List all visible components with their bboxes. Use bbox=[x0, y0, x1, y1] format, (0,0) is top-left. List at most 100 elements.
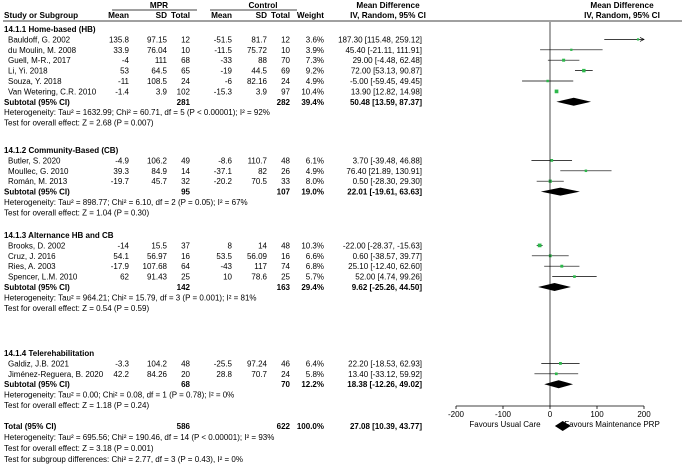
study-sd2: 88 bbox=[258, 56, 267, 65]
study-ci: 187.30 [115.48, 259.12] bbox=[338, 35, 422, 44]
x-tick-label: 100 bbox=[590, 410, 604, 419]
total-weight: 100.0% bbox=[297, 422, 324, 431]
header-method: IV, Random, 95% CI bbox=[350, 11, 426, 20]
study-mean2: 53.5 bbox=[216, 252, 232, 261]
study-square bbox=[636, 38, 640, 41]
study-total1: 68 bbox=[181, 56, 190, 65]
subgroup-title: 14.1.1 Home-based (HB) bbox=[4, 25, 96, 34]
study-mean2: -15.3 bbox=[214, 87, 233, 96]
subtotal-diamond bbox=[544, 380, 574, 389]
study-name: Moullec, G. 2010 bbox=[8, 167, 69, 176]
favours-left-label: Favours Usual Care bbox=[469, 420, 541, 429]
study-weight: 6.4% bbox=[306, 359, 324, 368]
study-sd1: 97.15 bbox=[147, 35, 168, 44]
study-total1: 65 bbox=[181, 67, 190, 76]
subtotal-total1: 95 bbox=[181, 188, 190, 197]
study-mean1: -17.9 bbox=[111, 262, 130, 271]
study-ci: 3.70 [-39.48, 46.88] bbox=[353, 156, 422, 165]
study-sd2: 117 bbox=[254, 262, 267, 271]
subtotal-total2: 163 bbox=[277, 283, 291, 292]
heterogeneity-text: Heterogeneity: Tau² = 898.77; Chi² = 6.1… bbox=[4, 198, 248, 207]
study-mean2: -11.5 bbox=[214, 46, 232, 55]
subtotal-diamond bbox=[556, 97, 592, 106]
heterogeneity-text: Heterogeneity: Tau² = 964.21; Chi² = 15.… bbox=[4, 293, 257, 302]
study-mean1: 53 bbox=[120, 67, 129, 76]
header-md-title: Mean Difference bbox=[356, 1, 420, 10]
study-mean1: 135.8 bbox=[109, 35, 130, 44]
heterogeneity-text: Heterogeneity: Tau² = 0.00; Chi² = 0.08,… bbox=[4, 391, 234, 400]
study-mean2: 10 bbox=[223, 273, 232, 282]
subtotal-label: Subtotal (95% CI) bbox=[4, 98, 70, 107]
x-tick-label: 0 bbox=[548, 410, 553, 419]
study-sd1: 84.26 bbox=[147, 370, 168, 379]
study-sd2: 14 bbox=[258, 241, 267, 250]
subtotal-total2: 107 bbox=[277, 188, 291, 197]
subtotal-weight: 39.4% bbox=[301, 98, 324, 107]
study-mean2: 28.8 bbox=[216, 370, 232, 379]
study-weight: 8.0% bbox=[306, 177, 324, 186]
study-mean1: -3.3 bbox=[115, 359, 129, 368]
study-ci: 25.10 [-12.40, 62.60] bbox=[348, 262, 422, 271]
study-mean2: -8.6 bbox=[218, 156, 232, 165]
study-mean2: -37.1 bbox=[214, 167, 233, 176]
study-mean1: -11 bbox=[118, 77, 130, 86]
total-heterogeneity: Heterogeneity: Tau² = 695.56; Chi² = 190… bbox=[4, 433, 274, 442]
study-sd2: 82 bbox=[258, 167, 267, 176]
study-total2: 24 bbox=[281, 370, 290, 379]
study-ci: -5.00 [-59.45, 49.45] bbox=[350, 77, 422, 86]
study-mean2: -43 bbox=[220, 262, 232, 271]
study-weight: 9.2% bbox=[306, 67, 324, 76]
study-total1: 48 bbox=[181, 359, 190, 368]
study-weight: 3.6% bbox=[306, 35, 324, 44]
study-sd1: 104.2 bbox=[147, 359, 168, 368]
study-name: Cruz, J. 2016 bbox=[8, 252, 56, 261]
header-plot-method: IV, Random, 95% CI bbox=[584, 11, 660, 20]
study-name: Bauldoff, G. 2002 bbox=[8, 35, 71, 44]
subtotal-total1: 142 bbox=[177, 283, 191, 292]
overall-effect-text: Test for overall effect: Z = 0.54 (P = 0… bbox=[4, 304, 149, 313]
study-mean1: -4 bbox=[122, 56, 130, 65]
study-weight: 10.4% bbox=[301, 87, 324, 96]
total-total2: 622 bbox=[277, 422, 291, 431]
study-ci: 76.40 [21.89, 130.91] bbox=[346, 167, 422, 176]
study-total2: 46 bbox=[281, 359, 290, 368]
study-weight: 6.8% bbox=[306, 262, 324, 271]
study-square bbox=[582, 68, 586, 73]
total-overall-effect: Test for overall effect: Z = 3.18 (P = 0… bbox=[4, 444, 154, 453]
overall-effect-text: Test for overall effect: Z = 1.04 (P = 0… bbox=[4, 208, 149, 217]
study-sd2: 97.24 bbox=[247, 359, 268, 368]
study-sd1: 64.5 bbox=[151, 67, 167, 76]
study-weight: 6.1% bbox=[306, 156, 324, 165]
study-total2: 26 bbox=[281, 167, 290, 176]
ci-arrow bbox=[639, 37, 645, 42]
study-total1: 12 bbox=[181, 35, 190, 44]
study-mean2: -19 bbox=[220, 67, 232, 76]
study-ci: 29.00 [-4.48, 62.48] bbox=[353, 56, 422, 65]
subtotal-total2: 70 bbox=[281, 380, 290, 389]
study-total2: 33 bbox=[281, 177, 290, 186]
study-mean1: 33.9 bbox=[113, 46, 129, 55]
study-mean1: 42.2 bbox=[113, 370, 129, 379]
study-name: Li, Yi. 2018 bbox=[8, 67, 48, 76]
subtotal-label: Subtotal (95% CI) bbox=[4, 283, 70, 292]
favours-right-label: Favours Maintenance PRP bbox=[564, 420, 660, 429]
study-sd1: 56.97 bbox=[147, 252, 168, 261]
study-name: Galdiz, J.B. 2021 bbox=[8, 359, 69, 368]
study-square bbox=[560, 264, 564, 268]
study-total2: 48 bbox=[281, 241, 290, 250]
study-sd1: 108.5 bbox=[147, 77, 168, 86]
subtotal-total2: 282 bbox=[277, 98, 291, 107]
study-ci: 13.90 [12.82, 14.98] bbox=[351, 87, 422, 96]
study-name: Ries, A. 2003 bbox=[8, 262, 56, 271]
study-mean1: -19.7 bbox=[111, 177, 130, 186]
heterogeneity-text: Heterogeneity: Tau² = 1632.99; Chi² = 60… bbox=[4, 108, 270, 117]
study-square bbox=[584, 169, 588, 173]
study-name: Butler, S. 2020 bbox=[8, 156, 61, 165]
study-total2: 97 bbox=[281, 87, 290, 96]
study-name: Souza, Y. 2018 bbox=[8, 77, 62, 86]
subtotal-ci: 18.38 [-12.26, 49.02] bbox=[347, 380, 422, 389]
x-tick-label: -100 bbox=[495, 410, 512, 419]
header-total2: Total bbox=[271, 11, 290, 20]
study-sd2: 3.9 bbox=[256, 87, 268, 96]
study-sd2: 56.09 bbox=[247, 252, 268, 261]
